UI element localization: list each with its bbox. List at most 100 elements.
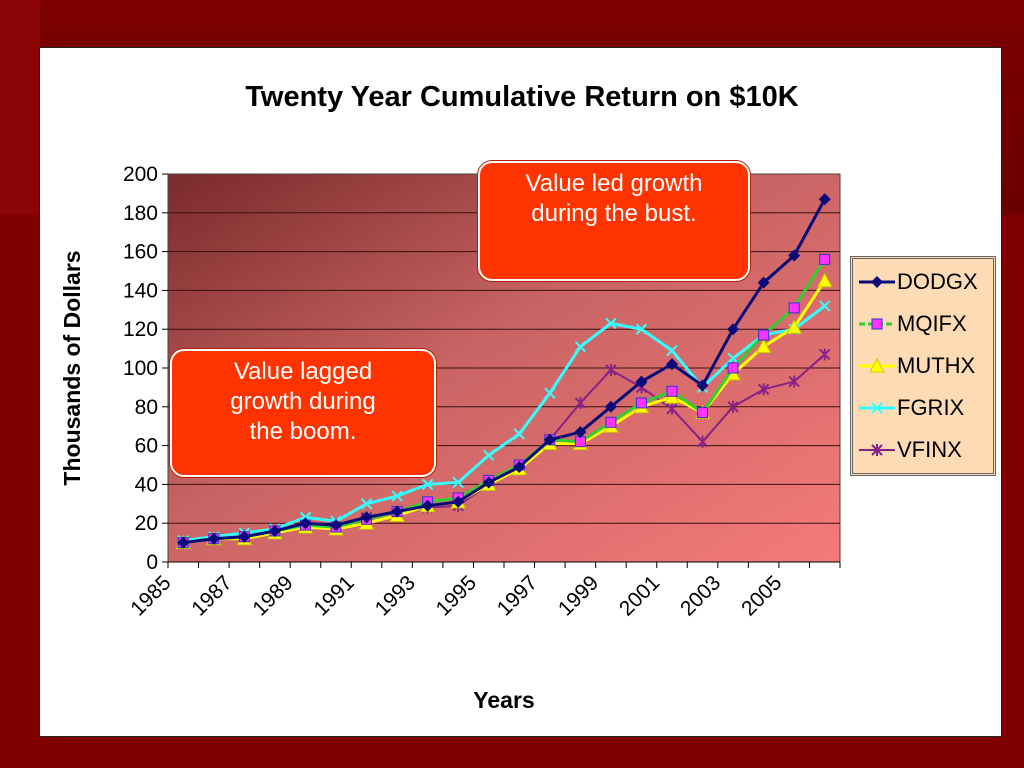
x-tick-label: 1991 bbox=[310, 571, 359, 620]
data-point bbox=[786, 319, 803, 334]
data-point bbox=[544, 387, 556, 399]
data-point bbox=[758, 329, 770, 341]
series-dodgx bbox=[177, 193, 831, 549]
data-point bbox=[816, 272, 833, 288]
y-tick-label: 40 bbox=[135, 473, 158, 496]
data-point bbox=[605, 317, 617, 330]
data-point bbox=[819, 348, 831, 361]
data-point bbox=[360, 511, 373, 524]
data-point bbox=[513, 460, 526, 473]
data-point bbox=[696, 435, 709, 448]
data-point bbox=[727, 323, 740, 336]
callout-line: Value led growth bbox=[525, 170, 703, 197]
x-tick-label: 2005 bbox=[737, 571, 786, 620]
legend-item-mqifx: MQIFX bbox=[853, 309, 993, 339]
legend-square-marker-icon bbox=[859, 318, 895, 330]
data-point bbox=[513, 428, 525, 440]
data-point bbox=[635, 375, 648, 388]
data-point bbox=[666, 402, 678, 415]
legend-x-marker-icon bbox=[859, 402, 895, 414]
data-point bbox=[391, 505, 404, 518]
data-point bbox=[421, 499, 434, 512]
data-point bbox=[574, 396, 587, 409]
data-point bbox=[819, 253, 831, 265]
callout-boom: Value lagged growth during the boom. bbox=[170, 349, 436, 477]
x-tick-label: 1985 bbox=[126, 571, 175, 620]
x-axis-title: Years bbox=[473, 687, 534, 713]
y-tick-label: 0 bbox=[146, 551, 158, 574]
data-point bbox=[605, 416, 617, 428]
data-point bbox=[819, 300, 831, 312]
legend-triangle-marker-icon bbox=[859, 357, 895, 373]
data-point bbox=[757, 383, 770, 396]
y-tick-label: 80 bbox=[135, 396, 158, 419]
legend-item-muthx: MUTHX bbox=[853, 351, 993, 381]
callout-bust: Value led growth during the bust. bbox=[478, 161, 750, 281]
data-point bbox=[574, 340, 587, 353]
y-tick-label: 180 bbox=[123, 202, 158, 225]
series-layer bbox=[175, 193, 833, 550]
y-tick-label: 20 bbox=[135, 512, 158, 535]
data-point bbox=[727, 400, 739, 413]
data-point bbox=[360, 498, 373, 510]
x-tick-label: 1993 bbox=[371, 571, 420, 620]
legend-diamond-marker-icon bbox=[859, 276, 895, 288]
x-tick-label: 1989 bbox=[248, 571, 297, 620]
chart-title: Twenty Year Cumulative Return on $10K bbox=[245, 81, 798, 113]
y-axis-title: Thousands of Dollars bbox=[59, 250, 85, 485]
data-point bbox=[727, 362, 739, 374]
data-point bbox=[268, 524, 281, 537]
data-point bbox=[788, 302, 800, 314]
y-tick-label: 100 bbox=[123, 357, 158, 380]
x-tick-label: 2001 bbox=[615, 571, 664, 620]
y-tick-label: 140 bbox=[123, 279, 158, 302]
x-tick-label: 1999 bbox=[554, 571, 603, 620]
data-point bbox=[299, 517, 312, 530]
callout-line: during the bust. bbox=[531, 200, 697, 227]
legend-label: DODGX bbox=[897, 269, 978, 294]
data-point bbox=[635, 323, 648, 335]
x-tick-label: 1997 bbox=[493, 571, 542, 620]
series-line bbox=[183, 198, 827, 545]
data-point bbox=[635, 397, 647, 409]
data-point bbox=[666, 385, 678, 397]
y-tick-label: 60 bbox=[135, 435, 158, 458]
chart-legend: DODGX MQIFX MUTHX FGRIX VFINX bbox=[850, 256, 996, 476]
legend-star-marker-icon bbox=[859, 444, 895, 456]
data-point bbox=[696, 379, 709, 392]
series-line bbox=[183, 304, 826, 543]
data-point bbox=[482, 476, 495, 489]
data-point bbox=[818, 193, 831, 206]
y-tick-label: 200 bbox=[123, 163, 158, 186]
data-point bbox=[330, 519, 342, 532]
data-point bbox=[604, 400, 617, 413]
legend-label: MQIFX bbox=[897, 311, 967, 336]
legend-item-fgrix: FGRIX bbox=[853, 393, 993, 423]
series-line bbox=[183, 279, 826, 545]
data-point bbox=[697, 407, 709, 419]
legend-label: MUTHX bbox=[897, 353, 976, 378]
data-point bbox=[788, 375, 800, 388]
callout-line: growth during bbox=[230, 388, 376, 415]
data-point bbox=[483, 449, 495, 462]
callout-line: the boom. bbox=[249, 418, 357, 445]
legend-item-vfinx: VFINX bbox=[853, 435, 993, 465]
data-point bbox=[755, 338, 772, 354]
slide-background-accent bbox=[0, 0, 40, 215]
x-tick-label: 2003 bbox=[676, 571, 725, 620]
data-point bbox=[757, 276, 770, 289]
y-tick-label: 120 bbox=[123, 318, 158, 341]
data-point bbox=[727, 352, 739, 365]
callout-line: Value lagged bbox=[233, 358, 373, 385]
data-point bbox=[391, 490, 403, 502]
data-point bbox=[452, 495, 465, 508]
data-point bbox=[666, 358, 678, 371]
data-point bbox=[605, 363, 617, 376]
data-point bbox=[543, 433, 556, 446]
y-tick-label: 160 bbox=[123, 241, 158, 264]
data-point bbox=[238, 530, 251, 543]
data-point bbox=[452, 476, 464, 489]
legend-label: VFINX bbox=[897, 437, 962, 462]
data-point bbox=[788, 249, 801, 262]
data-point bbox=[421, 478, 434, 491]
